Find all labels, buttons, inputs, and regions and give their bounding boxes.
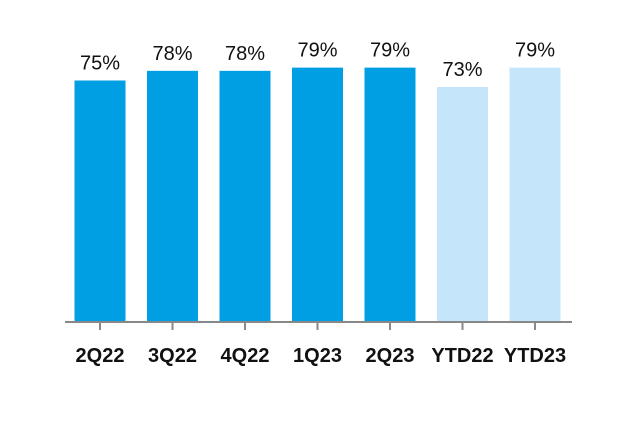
data-label-4q22: 78% xyxy=(225,43,265,65)
x-tick-label-2q22: 2Q22 xyxy=(76,345,125,367)
x-tick-label-4q22: 4Q22 xyxy=(221,345,270,367)
bars-group xyxy=(74,67,561,323)
x-tick-label-ytd23: YTD23 xyxy=(504,345,566,367)
bar-3q22 xyxy=(147,70,198,322)
x-tick-label-ytd22: YTD22 xyxy=(431,345,493,367)
data-label-2q22: 75% xyxy=(80,53,120,75)
x-tick-label-1q23: 1Q23 xyxy=(293,345,342,367)
value-labels-group: 75% 78% 78% 79% 79% 73% 79% xyxy=(80,40,555,81)
data-label-3q22: 78% xyxy=(152,43,192,65)
x-tick-label-3q22: 3Q22 xyxy=(148,345,197,367)
bar-4q22 xyxy=(219,70,271,322)
data-label-ytd22: 73% xyxy=(442,59,482,81)
data-label-ytd23: 79% xyxy=(515,40,555,62)
bar-1q23 xyxy=(292,67,343,323)
bar-2q22 xyxy=(74,80,126,322)
bar-ytd23 xyxy=(509,67,561,323)
x-axis-ticks-group xyxy=(99,322,536,330)
x-axis-tick-labels-group: 2Q22 3Q22 4Q22 1Q23 2Q23 YTD22 YTD23 xyxy=(76,345,567,367)
data-label-1q23: 79% xyxy=(297,40,337,62)
bar-2q23 xyxy=(364,67,416,323)
x-tick-label-2q23: 2Q23 xyxy=(366,345,415,367)
bar-ytd22 xyxy=(437,86,488,322)
data-label-2q23: 79% xyxy=(370,40,410,62)
